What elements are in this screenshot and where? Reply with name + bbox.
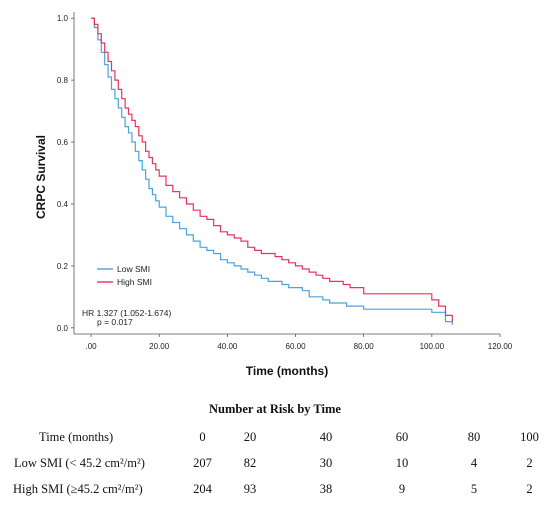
risk-header-cell: 80 — [467, 429, 481, 444]
y-axis-title: CRPC Survival — [34, 135, 48, 219]
x-tick-label: 20.00 — [149, 342, 170, 351]
risk-cell: 82 — [243, 455, 257, 470]
x-tick-label: 80.00 — [354, 342, 375, 351]
x-tick-label: .00 — [85, 342, 97, 351]
legend-label-low-smi: Low SMI — [117, 264, 150, 274]
y-tick-label: 1.0 — [57, 14, 69, 23]
risk-cell: 207 — [193, 455, 212, 470]
y-tick-label: 0.4 — [57, 200, 69, 209]
x-tick-label: 40.00 — [217, 342, 238, 351]
risk-header-cell: 40 — [319, 429, 333, 444]
risk-cell: 93 — [243, 481, 257, 496]
y-tick-label: 0.8 — [57, 76, 69, 85]
risk-table-title: Number at Risk by Time — [209, 402, 341, 416]
x-tick-label: 120.00 — [488, 342, 513, 351]
risk-table: Time (months) 0 20 40 60 80 100 Low SMI … — [0, 424, 550, 502]
risk-cell: 9 — [398, 481, 406, 496]
risk-cell: 5 — [470, 481, 478, 496]
risk-row-label: High SMI (≥45.2 cm²/m²) — [13, 481, 143, 496]
low-smi-survival-curve — [91, 17, 453, 325]
risk-header-cell: 20 — [243, 429, 257, 444]
x-axis-title: Time (months) — [246, 364, 328, 378]
risk-cell: 4 — [470, 455, 478, 470]
risk-row-label: Low SMI (< 45.2 cm²/m²) — [14, 455, 145, 470]
y-tick-label: 0.2 — [57, 262, 69, 271]
risk-header-cell: 100 — [520, 429, 539, 444]
x-tick-label: 60.00 — [286, 342, 307, 351]
risk-cell: 10 — [395, 455, 409, 470]
high-smi-survival-curve — [91, 17, 453, 322]
risk-cell: 204 — [193, 481, 212, 496]
hazard-ratio-annotation: HR 1.327 (1.052-1.674) — [82, 308, 171, 318]
legend-label-high-smi: High SMI — [117, 277, 152, 287]
p-value-annotation: p = 0.017 — [97, 317, 133, 327]
risk-cell: 2 — [526, 481, 533, 496]
km-survival-chart: 0.0 0.2 0.4 0.6 0.8 1.0 .00 20.00 40.00 60.00 80.0… — [34, 12, 513, 378]
risk-table-row-low-smi: Low SMI (< 45.2 cm²/m²) 207 82 30 10 4 2 — [0, 450, 550, 476]
risk-header-label: Time (months) — [39, 429, 114, 444]
legend: Low SMI High SMI — [97, 264, 152, 287]
risk-cell: 38 — [319, 481, 333, 496]
y-tick-label: 0.6 — [57, 138, 69, 147]
risk-cell: 30 — [319, 455, 333, 470]
risk-cell: 2 — [526, 455, 533, 470]
risk-table-row-high-smi: High SMI (≥45.2 cm²/m²) 204 93 38 9 5 2 — [0, 476, 550, 502]
y-tick-label: 0.0 — [57, 324, 69, 333]
risk-header-cell: 0 — [199, 429, 206, 444]
risk-header-cell: 60 — [395, 429, 409, 444]
risk-table-header-row: Time (months) 0 20 40 60 80 100 — [0, 424, 550, 450]
x-tick-label: 100.00 — [420, 342, 445, 351]
